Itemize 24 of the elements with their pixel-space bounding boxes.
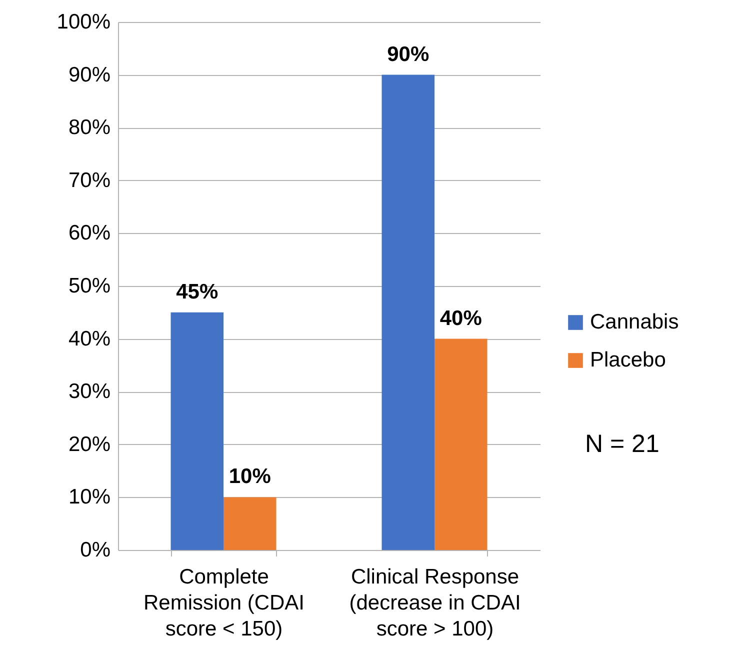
y-tick-label: 60%: [68, 222, 110, 245]
data-label: 45%: [176, 280, 218, 304]
legend-label: Cannabis: [590, 310, 679, 334]
data-label: 10%: [228, 465, 272, 488]
y-tick-label: 100%: [56, 10, 110, 34]
y-tick-label: 20%: [68, 432, 110, 456]
y-tick-label: 50%: [68, 274, 110, 298]
x-tick-label: Clinical Response (decrease in CDAI score > 100): [349, 566, 521, 640]
text: N = 21: [585, 430, 660, 458]
x-tick-label: Complete Remission (CDAI score < 150): [143, 566, 305, 640]
bar: [170, 312, 224, 550]
y-tick-label: 90%: [68, 63, 110, 86]
y-tick-label: 70%: [68, 168, 110, 192]
data-label: 90%: [387, 42, 430, 66]
y-tick-label: 80%: [68, 116, 110, 140]
y-tick-label: 0%: [80, 538, 110, 562]
y-tick-label: 10%: [68, 486, 110, 509]
bar: [224, 497, 276, 550]
y-tick-label: 30%: [68, 380, 110, 404]
bar: [382, 74, 434, 550]
legend-label: Placebo: [590, 348, 666, 372]
bar: [434, 338, 488, 550]
y-tick-label: 40%: [68, 327, 110, 350]
data-label: 40%: [440, 306, 482, 330]
